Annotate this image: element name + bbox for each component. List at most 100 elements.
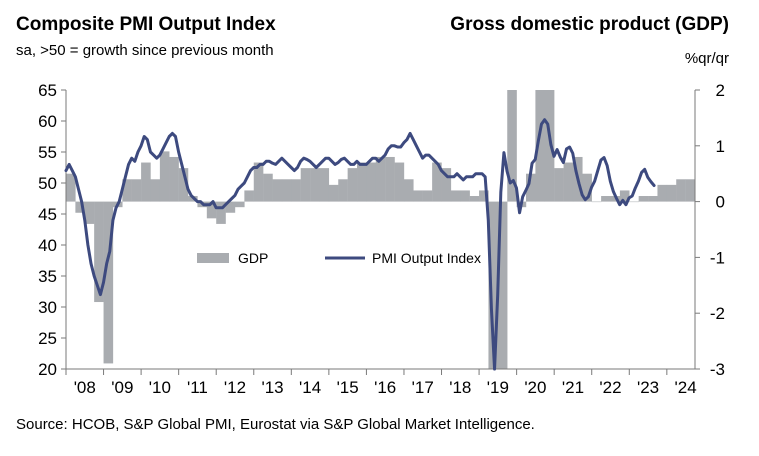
gdp-bar [94, 201, 104, 303]
gdp-bar [638, 196, 649, 202]
gdp-bar [225, 201, 236, 213]
x-tick-label: '21 [562, 378, 584, 397]
gdp-bar [216, 201, 226, 224]
right-tick-label: -3 [710, 360, 725, 379]
gdp-bar [685, 179, 696, 202]
gdp-bar [601, 196, 611, 202]
gdp-bar [422, 190, 433, 202]
x-tick-label: '12 [224, 378, 246, 397]
gdp-bar [375, 156, 386, 202]
chart-axes [61, 89, 700, 375]
left-tick-label: 45 [38, 205, 57, 224]
gdp-bar [676, 179, 686, 202]
right-tick-label: 2 [716, 81, 725, 100]
gdp-bar [159, 151, 170, 202]
x-tick-label: '08 [74, 378, 96, 397]
gdp-bar [206, 201, 217, 219]
chart-subtitle-left: sa, >50 = growth since previous month [16, 42, 274, 59]
left-tick-label: 40 [38, 236, 57, 255]
left-tick-label: 50 [38, 174, 57, 193]
gdp-bar [366, 162, 377, 202]
x-tick-label: '15 [337, 378, 359, 397]
legend-label-gdp: GDP [238, 250, 268, 266]
x-tick-label: '16 [374, 378, 396, 397]
legend-label-pmi: PMI Output Index [372, 250, 481, 266]
gdp-bar [507, 90, 517, 202]
gdp-bar [403, 179, 414, 202]
source-note: Source: HCOB, S&P Global PMI, Eurostat v… [16, 416, 535, 433]
x-tick-label: '23 [637, 378, 659, 397]
gdp-bar [150, 179, 161, 202]
gdp-bar [178, 168, 189, 202]
gdp-bar [244, 190, 254, 202]
chart-title-right: Gross domestic product (GDP) [450, 14, 729, 35]
x-tick-label: '13 [261, 378, 283, 397]
gdp-bar [666, 184, 677, 202]
legend-swatch-gdp [197, 253, 229, 263]
gdp-bar [66, 173, 76, 202]
gdp-bar [385, 156, 395, 202]
gdp-bar [347, 168, 358, 202]
gdp-bar [319, 168, 330, 202]
gdp-bar [84, 201, 95, 224]
gdp-bar [338, 179, 348, 202]
left-tick-label: 30 [38, 298, 57, 317]
gdp-bar [281, 179, 292, 202]
right-tick-label: -1 [710, 248, 725, 267]
x-tick-label: '22 [599, 378, 621, 397]
chart-title-left: Composite PMI Output Index [16, 14, 276, 35]
gdp-bar [441, 168, 452, 202]
x-tick-label: '20 [524, 378, 546, 397]
gdp-bar [413, 190, 423, 202]
x-tick-label: '19 [487, 378, 509, 397]
right-tick-label: 1 [716, 137, 725, 156]
left-tick-label: 20 [38, 360, 57, 379]
gdp-bar [291, 179, 301, 202]
gdp-bar [563, 162, 574, 202]
pmi-line-group [64, 118, 656, 371]
gdp-bar [479, 190, 489, 202]
gdp-bar [629, 201, 639, 203]
gdp-bar [648, 196, 658, 202]
gdp-bar [619, 190, 630, 202]
chart-legend: GDP PMI Output Index [197, 250, 481, 266]
gdp-bar [432, 162, 442, 202]
gdp-bar [544, 90, 555, 202]
gdp-bar [103, 201, 114, 364]
gdp-bar [253, 162, 264, 202]
x-tick-label: '10 [149, 378, 171, 397]
gdp-bar [554, 168, 564, 202]
gdp-bar [75, 201, 85, 213]
gdp-bar [131, 179, 142, 202]
gdp-bar [394, 162, 405, 202]
gdp-bar [469, 196, 480, 202]
right-tick-label: 0 [716, 193, 725, 212]
gdp-bar [591, 201, 602, 203]
left-tick-label: 55 [38, 143, 57, 162]
chart-subtitle-right: %qr/qr [684, 50, 729, 67]
x-tick-label: '17 [412, 378, 434, 397]
gdp-bar [122, 179, 132, 202]
x-tick-label: '11 [187, 378, 208, 397]
gdp-bar [657, 184, 668, 202]
gdp-bar [310, 168, 320, 202]
gdp-bar [234, 201, 245, 208]
gdp-bar [526, 173, 536, 202]
gdp-bar [460, 190, 470, 202]
gdp-bar [535, 90, 545, 202]
x-tick-label: '24 [675, 378, 697, 397]
pmi-line [64, 118, 656, 371]
left-tick-label: 25 [38, 329, 57, 348]
gdp-bar [141, 162, 151, 202]
x-tick-label: '18 [449, 378, 471, 397]
gdp-bars [66, 90, 696, 369]
gdp-bar [300, 168, 311, 202]
left-tick-label: 60 [38, 112, 57, 131]
gdp-bar [450, 190, 461, 202]
gdp-bar [328, 184, 339, 202]
gdp-bar [497, 201, 508, 369]
right-tick-label: -2 [710, 304, 725, 323]
gdp-bar [272, 179, 283, 202]
x-tick-label: '09 [111, 378, 133, 397]
